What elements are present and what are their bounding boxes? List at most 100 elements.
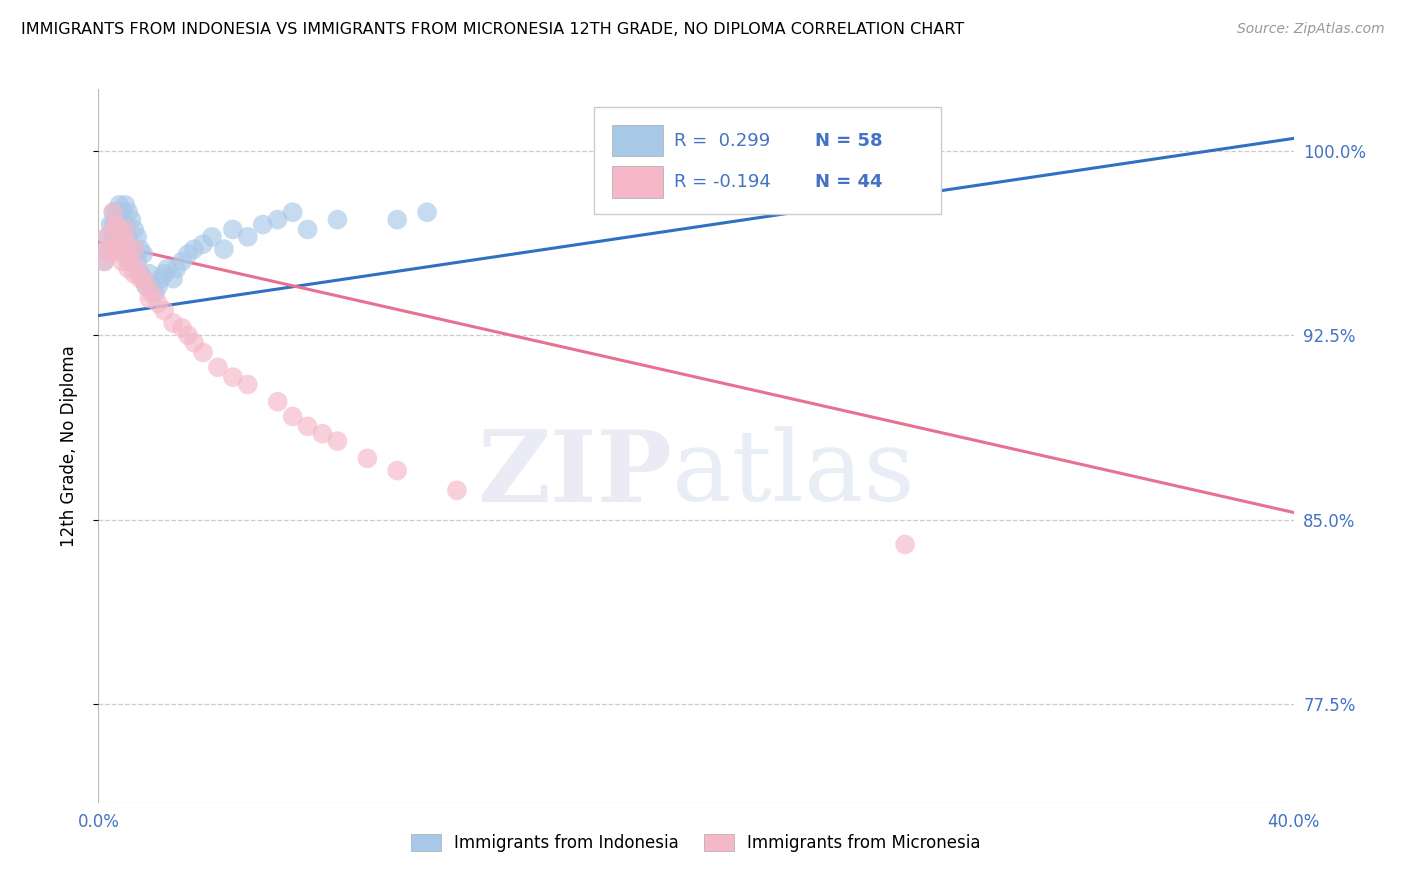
Point [129,271,152,285]
Point [212,242,235,256]
Point [311,426,333,441]
Point [385,464,409,478]
Point [281,409,304,424]
Point [177,328,200,343]
Point [132,247,155,261]
Point [111,254,134,268]
Point [416,205,439,219]
Point [114,222,136,236]
Point [105,242,128,256]
Point [124,242,146,256]
FancyBboxPatch shape [613,166,662,198]
Point [105,218,128,232]
Point [117,230,139,244]
Point [183,335,205,350]
Point [120,212,142,227]
Point [98,247,122,261]
Point [111,205,134,219]
Legend: Immigrants from Indonesia, Immigrants from Micronesia: Immigrants from Indonesia, Immigrants fr… [405,827,987,859]
Point [117,205,139,219]
Point [222,370,245,384]
Point [111,230,134,244]
Point [93,254,115,268]
Point [103,230,125,244]
Point [138,267,160,281]
Point [114,218,136,232]
Point [446,483,468,498]
Point [252,218,274,232]
Point [132,271,155,285]
Point [105,218,128,232]
Point [103,218,125,232]
Point [132,271,155,285]
Point [356,451,378,466]
Point [297,222,319,236]
Point [236,230,259,244]
Text: R =  0.299: R = 0.299 [675,132,770,150]
Point [267,394,290,409]
Point [108,242,131,256]
Point [165,261,187,276]
Point [103,205,125,219]
Point [236,377,259,392]
Point [153,303,176,318]
Point [111,242,134,256]
Point [222,222,245,236]
Point [96,230,118,244]
Point [191,345,214,359]
Point [96,242,118,256]
Point [98,242,122,256]
Point [326,434,349,448]
Point [138,291,160,305]
Point [96,242,118,256]
Point [120,254,142,268]
FancyBboxPatch shape [595,107,941,214]
Point [108,212,131,227]
Point [172,254,194,268]
Point [148,296,170,310]
Point [191,237,214,252]
FancyBboxPatch shape [613,125,662,156]
Point [385,212,409,227]
Point [172,321,194,335]
Point [297,419,319,434]
Point [127,230,149,244]
Text: Source: ZipAtlas.com: Source: ZipAtlas.com [1237,22,1385,37]
Point [124,247,146,261]
Point [103,205,125,219]
Text: ZIP: ZIP [477,426,672,523]
Point [894,537,917,551]
Point [326,212,349,227]
Text: R = -0.194: R = -0.194 [675,173,772,191]
Point [141,286,163,301]
Point [162,271,184,285]
Point [117,254,139,268]
Point [281,205,304,219]
Text: N = 58: N = 58 [815,132,883,150]
Point [103,222,125,236]
Point [201,230,224,244]
Point [114,198,136,212]
Point [153,267,176,281]
Point [141,279,163,293]
Point [124,267,146,281]
Y-axis label: 12th Grade, No Diploma: 12th Grade, No Diploma [59,345,77,547]
Point [135,279,157,293]
Text: N = 44: N = 44 [815,173,883,191]
Point [117,237,139,252]
Point [105,205,128,219]
Point [127,261,149,276]
Point [267,212,290,227]
Point [183,242,205,256]
Point [108,222,131,236]
Point [120,242,142,256]
Point [117,261,139,276]
Point [177,247,200,261]
Point [127,254,149,268]
Point [129,242,152,256]
Point [105,230,128,244]
Point [96,230,118,244]
Point [129,267,152,281]
Point [162,316,184,330]
Point [150,271,173,285]
